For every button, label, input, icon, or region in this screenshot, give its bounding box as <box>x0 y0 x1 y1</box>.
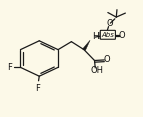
Text: HN: HN <box>92 32 106 41</box>
Text: Abs: Abs <box>101 32 114 38</box>
Text: OH: OH <box>90 66 103 75</box>
Text: O: O <box>107 19 113 28</box>
Text: F: F <box>7 63 12 72</box>
Text: O: O <box>119 31 126 40</box>
Polygon shape <box>83 40 90 50</box>
FancyBboxPatch shape <box>100 30 115 39</box>
Text: O: O <box>103 55 110 64</box>
Text: F: F <box>35 84 40 93</box>
